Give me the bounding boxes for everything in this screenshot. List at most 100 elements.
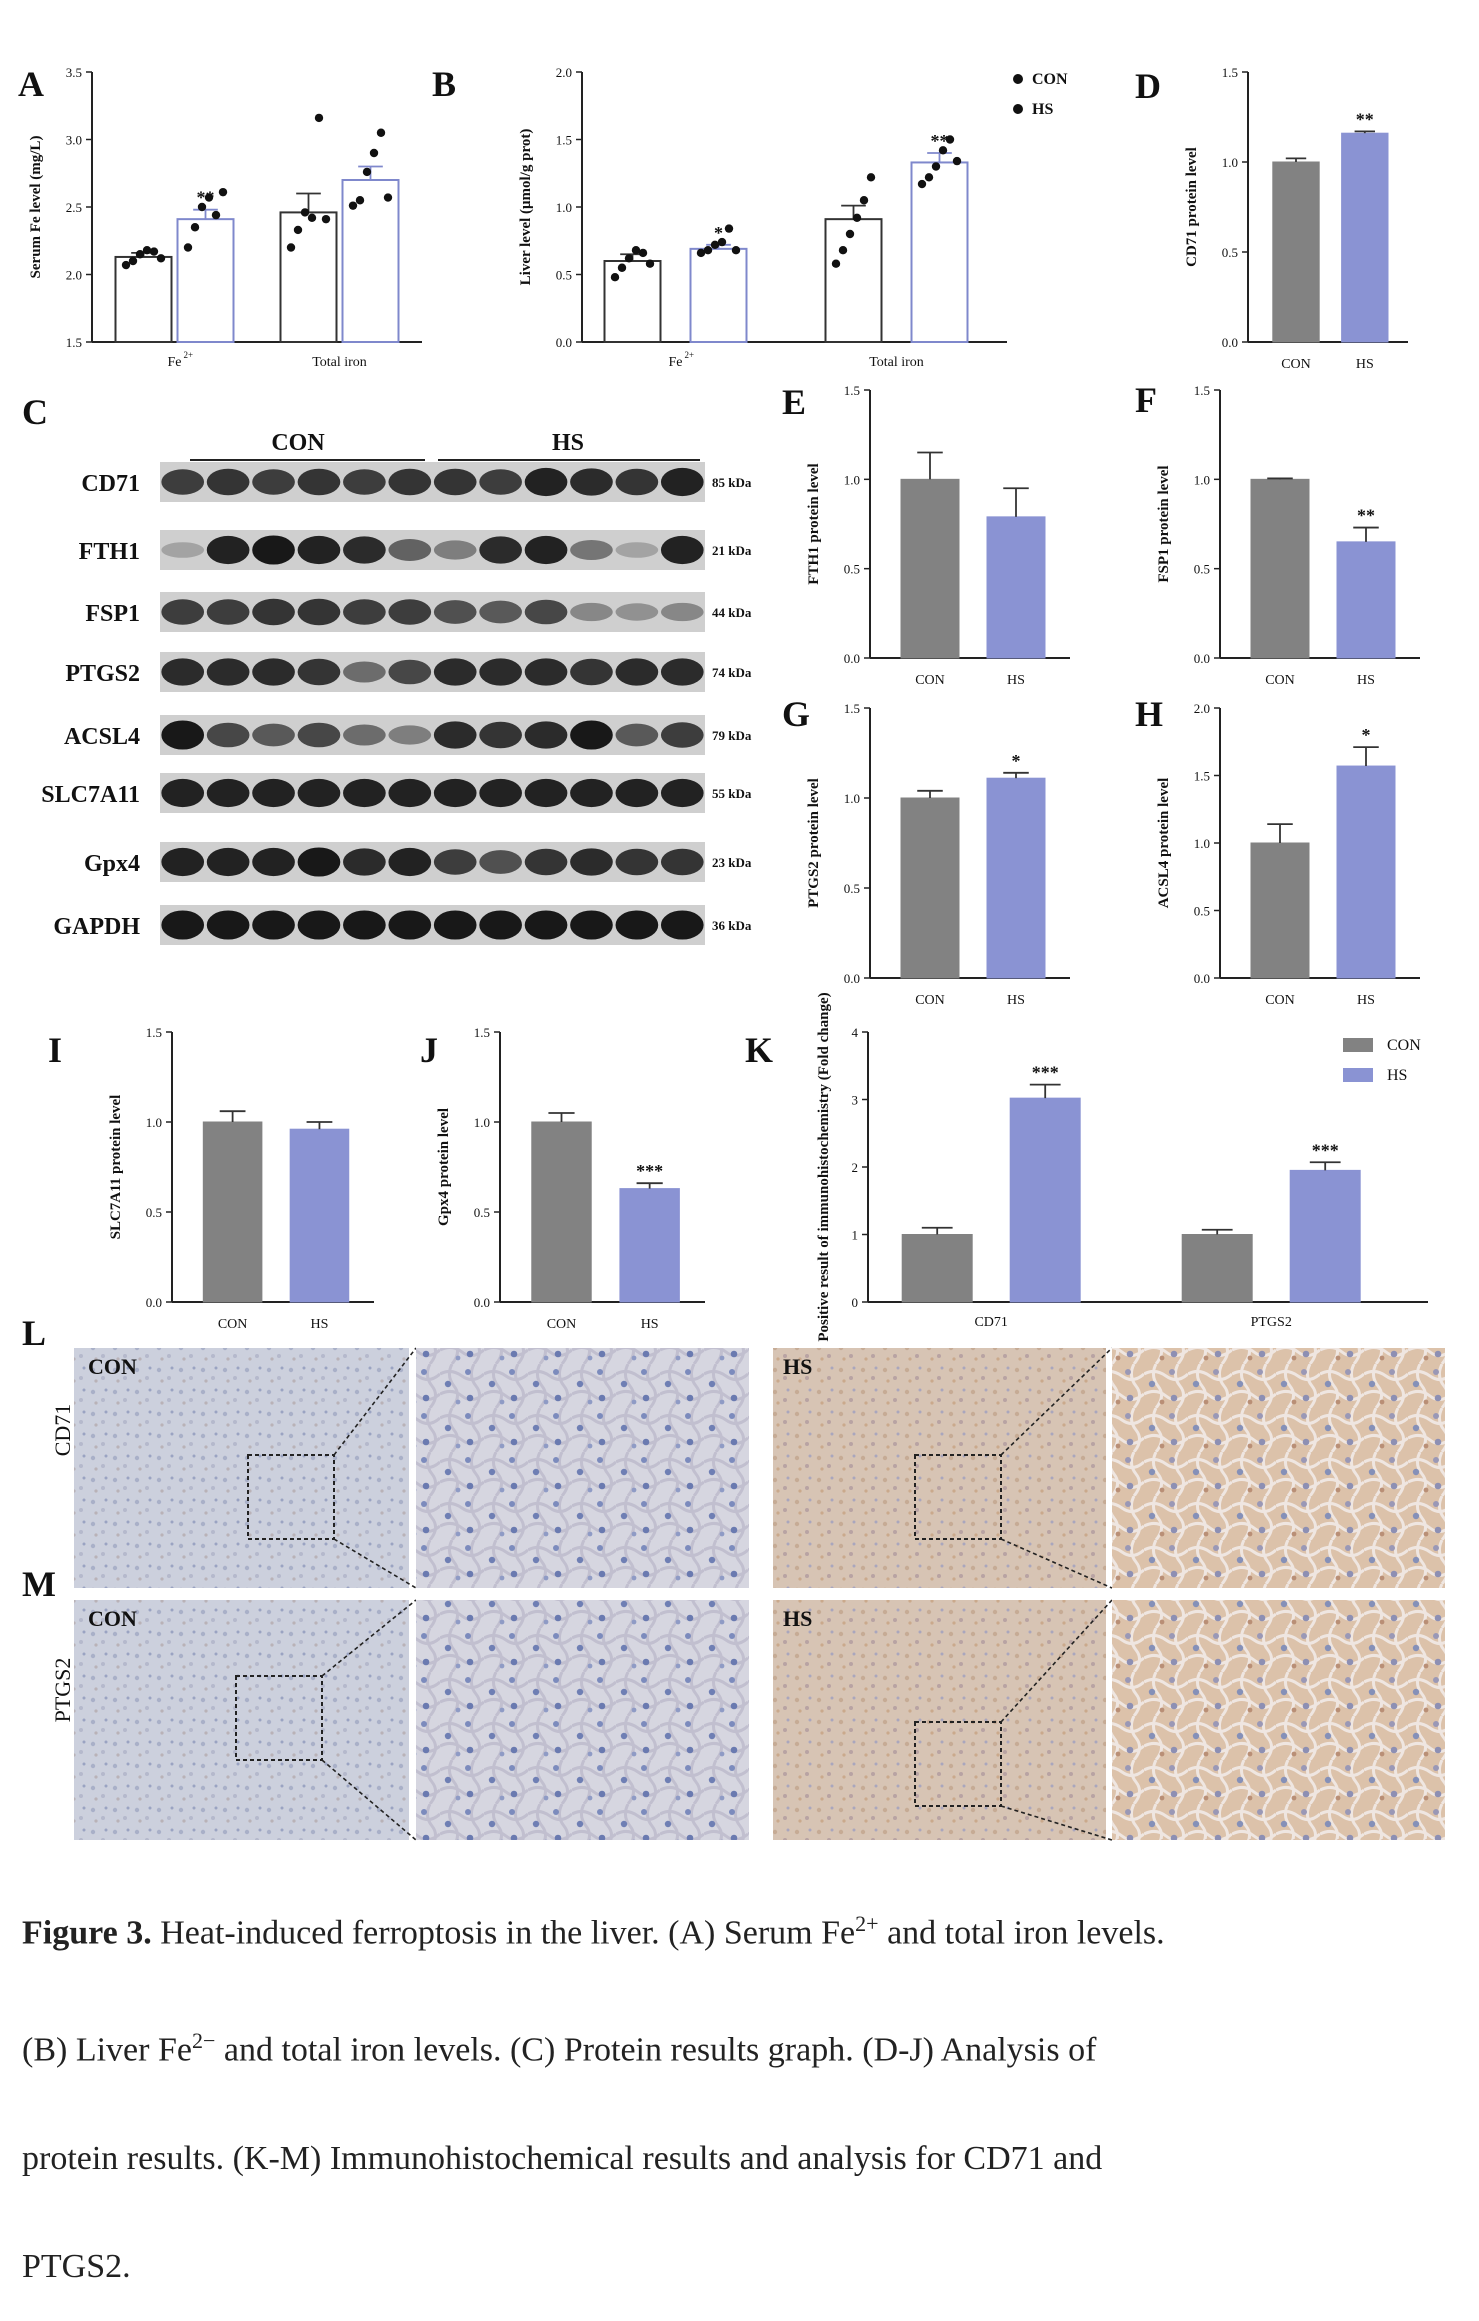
blot-band [570,910,613,940]
y-tick-label: 0.5 [474,1205,490,1220]
blot-band [479,850,522,874]
data-point [121,260,131,270]
panel-letter: A [18,64,44,104]
data-point [197,202,207,212]
blot-band [433,721,477,749]
data-point [638,248,648,258]
caption-text-2a: (B) Liver Fe [22,2031,192,2069]
bar-hs [1336,765,1396,979]
data-point [931,162,941,171]
data-point [190,223,200,232]
panel-letter: F [1135,380,1157,420]
significance-mark: ** [1357,506,1375,526]
x-tick-label: Fe [168,355,182,370]
blot-band [252,598,295,626]
y-tick-label: 1.5 [1222,65,1238,80]
blot-band [479,721,522,749]
legend-swatch [1343,1038,1373,1052]
y-axis-label: PTGS2 protein level [806,778,822,908]
blot-band [161,658,205,686]
blot-size-label: 85 kDa [712,475,752,490]
ihc-group-label-con: CON [88,1354,137,1379]
bar-hs [1341,132,1389,343]
data-point [286,243,296,252]
x-tick-label: CON [1265,673,1295,688]
y-tick-label: 1.5 [66,335,82,350]
significance-mark: ** [1356,109,1374,129]
y-tick-label: 2.0 [66,268,82,283]
blot-band [297,658,341,686]
blot-protein-label: FSP1 [85,601,140,627]
data-point [696,248,706,258]
blot-band [615,723,659,747]
y-axis-label: Gpx4 protein level [436,1108,452,1226]
y-axis-label: ACSL4 protein level [1156,778,1172,909]
blot-band [660,658,704,686]
y-tick-label: 1.5 [146,1025,162,1040]
blot-band [252,658,295,686]
panel-letter: G [782,694,810,734]
blot-band [161,469,205,495]
data-point [838,246,848,255]
blot-strip [160,773,705,813]
zoom-region-box [247,1454,335,1540]
y-axis-label: Positive result of immunohistochemistry … [816,992,832,1341]
blot-band [297,910,341,940]
blot-band [343,536,386,564]
ihc-zoom-hs [1112,1348,1445,1588]
blot-band [388,599,432,625]
blot-band [343,469,386,495]
ihc-overview-hs [773,1348,1106,1588]
zoom-connector [333,1347,417,1456]
bar-con [202,1121,263,1303]
blot-band [479,600,522,624]
bar-con [114,255,173,344]
bar-hs [1289,1169,1361,1303]
caption-sup-1: 2+ [855,1911,879,1936]
blot-band [433,910,477,940]
blot-band [433,600,477,624]
bar-hs [176,218,235,343]
x-tick-sup: 2+ [685,350,695,360]
blot-band [615,910,659,940]
blot-band [433,468,477,496]
zoom-region-box [914,1454,1002,1540]
panel-letter: D [1135,66,1161,106]
y-axis-label: FSP1 protein level [1156,465,1172,582]
bar-con [1272,161,1320,343]
data-point [362,167,372,177]
blot-size-label: 74 kDa [712,665,752,680]
blot-band [615,542,659,558]
blot-protein-label: PTGS2 [65,661,140,687]
blot-protein-label: FTH1 [79,539,140,565]
blot-band [161,778,205,808]
blot-band [297,468,341,496]
blot-size-label: 55 kDa [712,786,752,801]
panel-letter: H [1135,694,1163,734]
figure-caption: Figure 3. Heat-induced ferroptosis in th… [22,1870,1462,2321]
blot-band [206,778,250,808]
data-point [952,156,962,166]
blot-band [524,778,568,808]
y-tick-label: 1.5 [844,383,860,398]
blot-band [660,778,704,808]
data-point [348,201,358,210]
y-tick-label: 0 [852,1295,859,1310]
blot-band [570,778,613,808]
blot-strip [160,842,705,882]
blot-band [388,659,432,685]
y-tick-label: 3 [852,1093,859,1108]
y-axis-label: SLC7A11 protein level [108,1095,124,1240]
significance-mark: ** [931,131,949,151]
blot-band [206,847,250,877]
blot-band [433,658,477,686]
blot-band [297,778,341,808]
x-tick-label: Fe [669,355,683,370]
blot-band [660,848,704,876]
ihc-overview-con [74,1600,409,1840]
x-tick-label: CON [915,673,945,688]
data-point [142,246,152,255]
zoom-connector [1000,1347,1113,1456]
blot-band [479,910,522,940]
data-point [293,225,303,235]
